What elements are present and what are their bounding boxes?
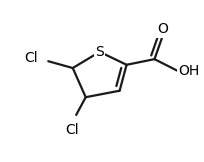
- Text: Cl: Cl: [65, 123, 79, 137]
- Text: OH: OH: [178, 64, 200, 78]
- Text: O: O: [157, 23, 168, 36]
- Text: Cl: Cl: [24, 51, 38, 65]
- Text: S: S: [95, 45, 104, 59]
